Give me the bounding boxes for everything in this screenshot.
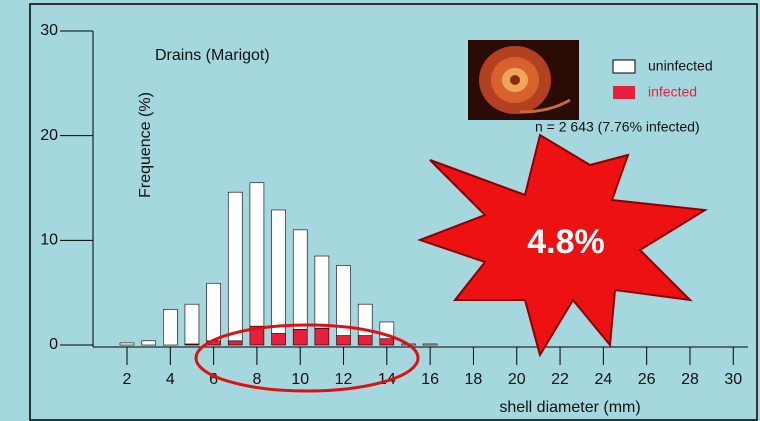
legend-label: uninfected: [648, 58, 713, 74]
bar: [337, 336, 351, 345]
y-tick-label: 0: [49, 336, 58, 353]
legend-swatch: [613, 86, 635, 99]
bar: [293, 230, 307, 329]
x-tick-label: 26: [638, 371, 656, 388]
bar: [272, 333, 286, 345]
x-tick-label: 2: [123, 371, 132, 388]
y-tick-label: 30: [40, 22, 58, 39]
y-axis-label: Frequence (%): [137, 92, 154, 198]
bar: [272, 210, 286, 334]
x-tick-label: 16: [421, 371, 439, 388]
x-tick-label: 30: [724, 371, 742, 388]
bar: [250, 183, 264, 326]
bar: [120, 343, 134, 345]
bar: [142, 341, 156, 345]
bar: [315, 256, 329, 328]
bar: [293, 329, 307, 345]
legend-swatch: [613, 60, 635, 73]
bar: [207, 283, 221, 341]
bar: [380, 339, 394, 345]
x-tick-label: 24: [594, 371, 612, 388]
y-tick-label: 10: [40, 232, 58, 249]
chart-title: Drains (Marigot): [155, 47, 270, 64]
annotation: n = 2 643 (7.76% infected): [535, 119, 700, 135]
snail-image: [468, 40, 579, 120]
x-tick-label: 12: [335, 371, 353, 388]
chart: Drains (Marigot) Frequence (%) shell dia…: [0, 0, 760, 421]
legend-label: infected: [648, 84, 697, 100]
x-axis-label: shell diameter (mm): [499, 399, 640, 416]
x-tick-label: 20: [508, 371, 526, 388]
x-tick-label: 10: [291, 371, 309, 388]
x-tick-label: 4: [166, 371, 175, 388]
bar: [315, 328, 329, 345]
x-tick-label: 18: [465, 371, 483, 388]
bar: [423, 344, 437, 345]
bar: [358, 336, 372, 345]
bar: [228, 192, 242, 341]
x-tick-label: 28: [681, 371, 699, 388]
highlight-value: 4.8%: [527, 223, 605, 261]
bar: [228, 341, 242, 345]
bar: [185, 304, 199, 344]
x-tick-label: 22: [551, 371, 569, 388]
y-tick-label: 20: [40, 127, 58, 144]
bar: [163, 309, 177, 345]
